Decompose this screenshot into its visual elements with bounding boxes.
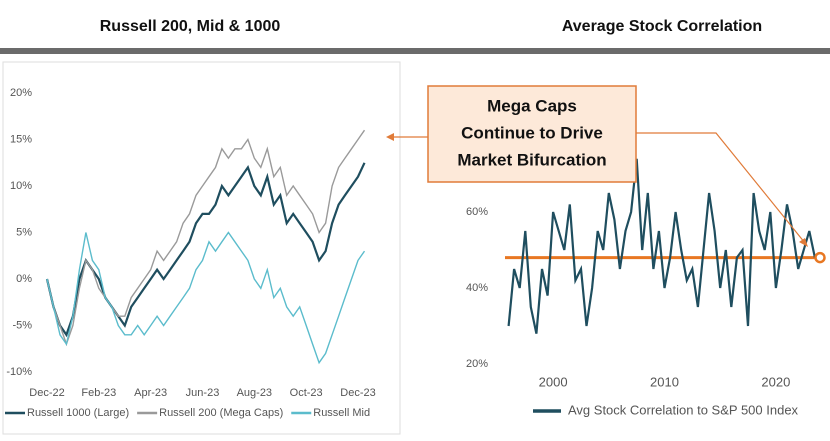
y-tick-label: 0% bbox=[16, 273, 32, 285]
y-tick-label: 15% bbox=[10, 133, 32, 145]
x-tick-label: Dec-23 bbox=[340, 387, 375, 399]
y-tick-label: 10% bbox=[10, 180, 32, 192]
y-tick-label: -5% bbox=[12, 319, 32, 331]
legend-label: Russell 200 (Mega Caps) bbox=[159, 407, 283, 419]
annotation-text: Continue to Drive bbox=[461, 123, 603, 142]
x-tick-label: Jun-23 bbox=[186, 387, 220, 399]
left-panel bbox=[2, 61, 401, 435]
series-line bbox=[46, 231, 366, 365]
arrow-head bbox=[799, 238, 808, 247]
x-tick-label: Feb-23 bbox=[81, 387, 116, 399]
arrow-line bbox=[636, 132, 806, 244]
series-line bbox=[45, 162, 366, 338]
y-tick-label: -10% bbox=[6, 366, 32, 378]
annotation-box bbox=[427, 85, 637, 183]
legend-label: Avg Stock Correlation to S&P 500 Index bbox=[568, 402, 799, 417]
x-tick-label: Oct-23 bbox=[290, 387, 323, 399]
x-tick-label: Dec-22 bbox=[29, 387, 64, 399]
annotation-text: Mega Caps bbox=[487, 96, 577, 115]
x-tick-label: Aug-23 bbox=[237, 387, 272, 399]
y-tick-label: 60% bbox=[466, 206, 488, 218]
x-tick-label: Apr-23 bbox=[134, 387, 167, 399]
y-tick-label: 40% bbox=[466, 282, 488, 294]
y-tick-label: 5% bbox=[16, 226, 32, 238]
legend-label: Russell 1000 (Large) bbox=[27, 407, 129, 419]
series-line bbox=[507, 158, 816, 334]
chart-title: Average Stock Correlation bbox=[562, 18, 762, 35]
x-tick-label: 2010 bbox=[650, 374, 679, 389]
legend-label: Russell Mid bbox=[313, 407, 370, 419]
annotation-text: Market Bifurcation bbox=[457, 150, 606, 169]
x-tick-label: 2020 bbox=[761, 374, 790, 389]
x-tick-label: 2000 bbox=[539, 374, 568, 389]
y-tick-label: 20% bbox=[466, 358, 488, 370]
arrow-head bbox=[386, 133, 394, 141]
y-tick-label: 20% bbox=[10, 87, 32, 99]
chart-title: Russell 200, Mid & 1000 bbox=[100, 18, 281, 35]
series-line bbox=[46, 129, 366, 347]
header-bar bbox=[0, 48, 830, 54]
reference-marker bbox=[814, 251, 826, 264]
